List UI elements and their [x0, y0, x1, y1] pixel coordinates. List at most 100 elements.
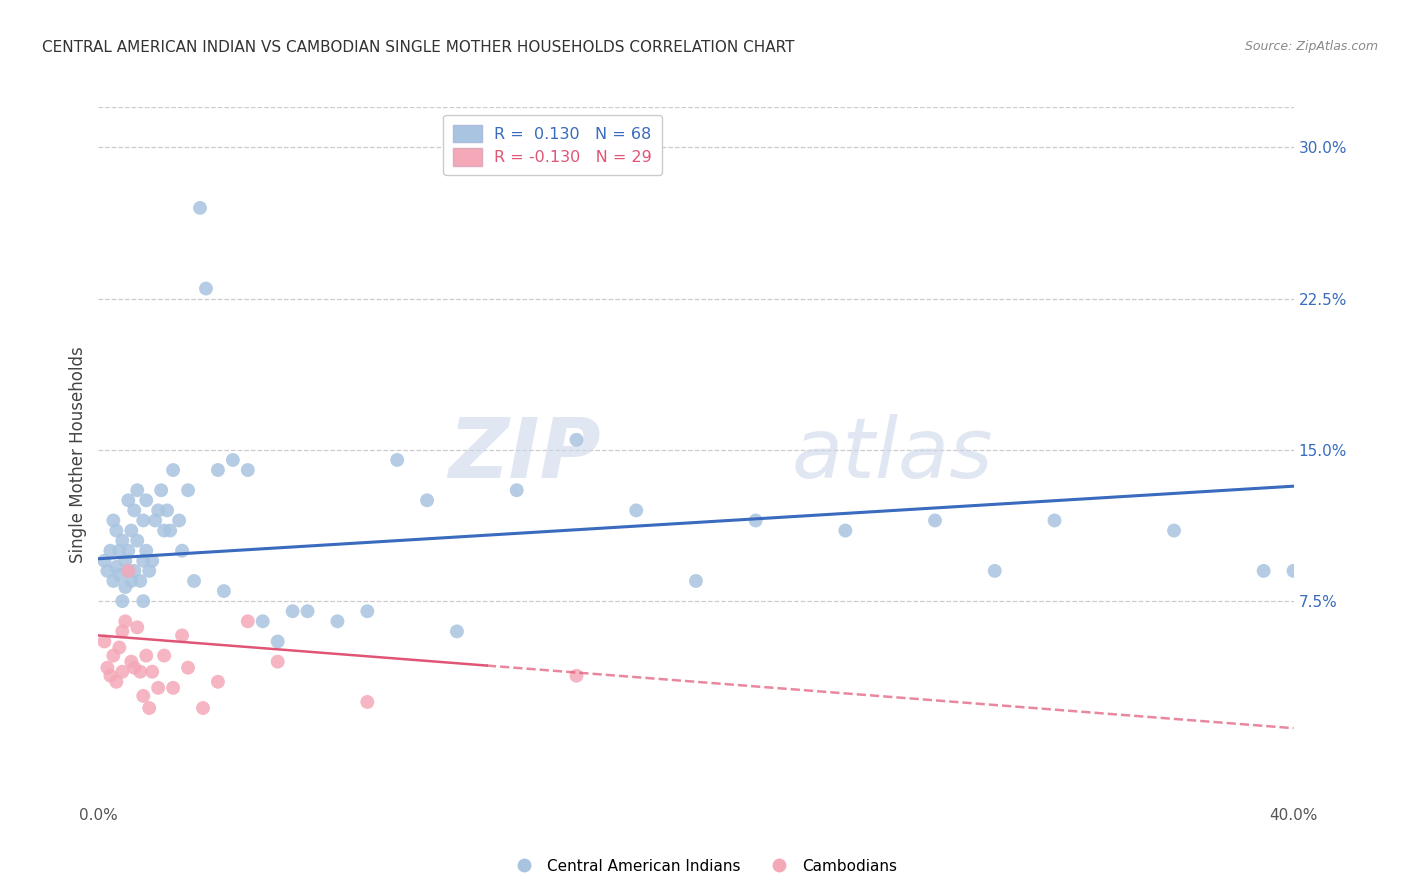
Point: [626, 503, 648, 517]
Point: [108, 543, 131, 558]
Point: [114, 554, 136, 568]
Point: [111, 533, 134, 548]
Point: [124, 564, 146, 578]
Point: [252, 615, 274, 629]
Point: [177, 483, 200, 498]
Text: atlas: atlas: [792, 415, 993, 495]
Point: [356, 604, 378, 618]
Point: [129, 574, 152, 588]
Point: [129, 665, 152, 679]
Point: [159, 524, 181, 538]
Point: [96, 661, 118, 675]
Point: [1163, 524, 1185, 538]
Point: [111, 594, 134, 608]
Point: [141, 665, 163, 679]
Point: [124, 661, 146, 675]
Point: [111, 624, 134, 639]
Point: [117, 564, 139, 578]
Point: [183, 574, 205, 588]
Point: [114, 580, 136, 594]
Point: [162, 463, 184, 477]
Point: [93, 634, 115, 648]
Point: [385, 453, 409, 467]
Point: [297, 604, 319, 618]
Point: [120, 655, 142, 669]
Point: [135, 648, 157, 663]
Point: [117, 564, 139, 578]
Point: [177, 661, 200, 675]
Point: [143, 513, 166, 527]
Point: [207, 463, 229, 477]
Point: [1282, 564, 1305, 578]
Point: [132, 554, 155, 568]
Point: [281, 604, 304, 618]
Point: [191, 701, 214, 715]
Point: [117, 493, 139, 508]
Point: [132, 594, 155, 608]
Point: [1253, 564, 1275, 578]
Point: [356, 695, 378, 709]
Point: [105, 559, 128, 574]
Point: [924, 513, 946, 527]
Point: [120, 574, 142, 588]
Point: [236, 615, 259, 629]
Point: [100, 669, 122, 683]
Point: [138, 701, 160, 715]
Point: [105, 674, 128, 689]
Point: [132, 513, 155, 527]
Point: [1043, 513, 1066, 527]
Point: [120, 524, 142, 538]
Point: [124, 503, 146, 517]
Point: [108, 568, 131, 582]
Point: [207, 674, 229, 689]
Point: [153, 648, 176, 663]
Point: [127, 483, 149, 498]
Point: [103, 574, 125, 588]
Point: [267, 634, 290, 648]
Point: [153, 524, 176, 538]
Point: [93, 554, 115, 568]
Point: [745, 513, 768, 527]
Point: [96, 564, 118, 578]
Point: [108, 640, 131, 655]
Point: [132, 689, 155, 703]
Text: Source: ZipAtlas.com: Source: ZipAtlas.com: [1244, 40, 1378, 54]
Y-axis label: Single Mother Households: Single Mother Households: [69, 347, 87, 563]
Point: [141, 554, 163, 568]
Point: [167, 513, 190, 527]
Point: [984, 564, 1007, 578]
Legend: Central American Indians, Cambodians: Central American Indians, Cambodians: [503, 853, 903, 880]
Point: [267, 655, 290, 669]
Point: [103, 513, 125, 527]
Point: [111, 665, 134, 679]
Point: [103, 648, 125, 663]
Point: [326, 615, 349, 629]
Point: [172, 628, 194, 642]
Point: [135, 493, 157, 508]
Point: [114, 615, 136, 629]
Point: [148, 681, 170, 695]
Point: [156, 503, 179, 517]
Point: [172, 543, 194, 558]
Point: [188, 201, 211, 215]
Point: [236, 463, 259, 477]
Point: [446, 624, 468, 639]
Text: CENTRAL AMERICAN INDIAN VS CAMBODIAN SINGLE MOTHER HOUSEHOLDS CORRELATION CHART: CENTRAL AMERICAN INDIAN VS CAMBODIAN SIN…: [42, 40, 794, 55]
Point: [506, 483, 529, 498]
Legend: R =  0.130   N = 68, R = -0.130   N = 29: R = 0.130 N = 68, R = -0.130 N = 29: [443, 115, 662, 176]
Point: [565, 433, 588, 447]
Point: [195, 281, 218, 295]
Point: [148, 503, 170, 517]
Point: [150, 483, 173, 498]
Text: ZIP: ZIP: [447, 415, 600, 495]
Point: [105, 524, 128, 538]
Point: [135, 543, 157, 558]
Point: [222, 453, 245, 467]
Point: [685, 574, 707, 588]
Point: [127, 620, 149, 634]
Point: [138, 564, 160, 578]
Point: [834, 524, 856, 538]
Point: [212, 584, 235, 599]
Point: [162, 681, 184, 695]
Point: [416, 493, 439, 508]
